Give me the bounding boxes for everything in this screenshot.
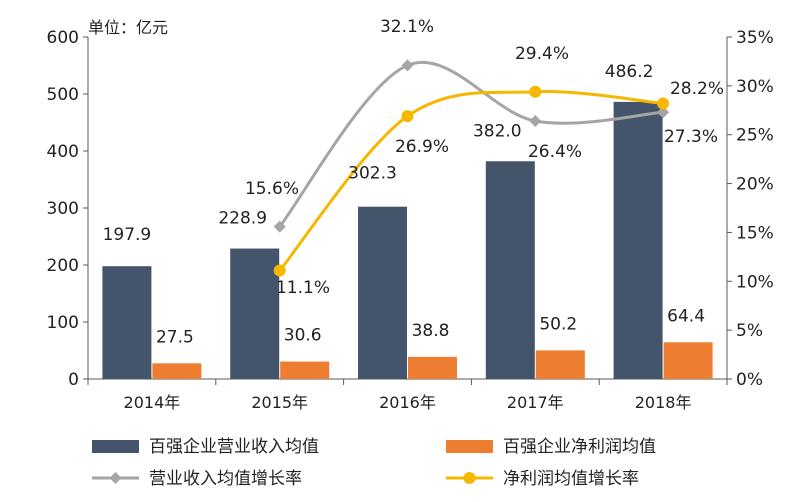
bar-profit <box>535 350 585 379</box>
legend-revenue-swatch <box>92 440 139 453</box>
revenue-growth-marker <box>273 220 286 233</box>
bar-revenue <box>102 266 152 379</box>
x-tick-label: 2016年 <box>379 393 436 412</box>
right-tick-label: 0% <box>736 370 763 390</box>
legend-profit-growth-label: 净利润均值增长率 <box>503 469 639 489</box>
right-tick-label: 20% <box>736 175 774 195</box>
bar-profit <box>408 356 457 379</box>
profit-growth-marker <box>529 85 542 98</box>
profit-growth-label: 11.1% <box>276 278 330 298</box>
revenue-growth-label: 15.6% <box>245 179 299 199</box>
right-tick-label: 5% <box>736 321 763 341</box>
revenue-value-label: 197.9 <box>103 225 152 245</box>
bar-profit <box>280 361 330 379</box>
x-tick-label: 2017年 <box>507 393 564 412</box>
left-tick-label: 0 <box>68 370 79 390</box>
profit-growth-marker <box>401 110 414 123</box>
x-tick-label: 2018年 <box>635 393 692 412</box>
left-tick-label: 300 <box>47 199 79 219</box>
profit-value-label: 27.5 <box>156 327 194 347</box>
bar-revenue <box>358 206 407 379</box>
profit-value-label: 30.6 <box>284 326 322 346</box>
right-tick-label: 30% <box>736 77 774 97</box>
left-tick-label: 400 <box>47 142 79 162</box>
revenue-value-label: 228.9 <box>218 209 267 229</box>
profit-growth-label: 28.2% <box>670 79 724 99</box>
revenue-growth-label: 26.4% <box>528 142 582 162</box>
unit-label: 单位：亿元 <box>88 18 168 37</box>
right-tick-label: 25% <box>736 126 774 146</box>
right-tick-label: 10% <box>736 272 774 292</box>
x-tick-label: 2015年 <box>251 393 308 412</box>
left-tick-label: 200 <box>47 256 79 276</box>
revenue-growth-marker <box>529 115 542 128</box>
axes: 0 100 200 300 400 500 600 0% 5% 10% 15% 20% 25% 30% 35… <box>47 28 774 412</box>
revenue-growth-marker <box>401 59 414 72</box>
profit-growth-marker <box>657 97 670 110</box>
legend-profit-growth-marker <box>463 472 476 484</box>
profit-growth-label: 29.4% <box>515 44 569 64</box>
revenue-growth-label: 27.3% <box>664 127 718 147</box>
legend-revenue-growth-marker <box>109 472 122 484</box>
profit-growth-marker <box>273 264 286 277</box>
revenue-growth-line <box>278 61 664 228</box>
bar-profit <box>663 342 713 379</box>
left-tick-label: 100 <box>47 313 79 333</box>
revenue-growth-marker <box>657 106 670 119</box>
x-tick-label: 2014年 <box>124 393 181 412</box>
lines <box>273 59 670 277</box>
revenue-growth-label: 32.1% <box>380 17 434 37</box>
data-labels: 197.9 228.9 302.3 382.0 486.2 27.5 30.6 38.8 50.… <box>103 17 724 347</box>
legend-profit-label: 百强企业净利润均值 <box>503 437 656 457</box>
bar-revenue <box>230 248 280 379</box>
bars <box>102 101 713 379</box>
profit-value-label: 38.8 <box>412 321 450 341</box>
left-tick-label: 500 <box>47 85 79 105</box>
bar-revenue <box>613 101 663 379</box>
legend-revenue-growth-label: 营业收入均值增长率 <box>149 469 302 489</box>
legend-revenue-label: 百强企业营业收入均值 <box>149 437 319 457</box>
right-tick-label: 35% <box>736 28 774 48</box>
profit-growth-label: 26.9% <box>395 137 449 157</box>
profit-growth-line <box>278 89 664 272</box>
bar-profit <box>152 363 202 379</box>
profit-value-label: 64.4 <box>667 306 705 326</box>
revenue-value-label: 382.0 <box>473 121 522 141</box>
revenue-value-label: 486.2 <box>605 62 654 82</box>
right-tick-label: 15% <box>736 223 774 243</box>
left-tick-label: 600 <box>47 28 79 48</box>
profit-value-label: 50.2 <box>539 314 577 334</box>
bar-revenue <box>485 161 535 379</box>
legend-profit-swatch <box>446 440 493 453</box>
revenue-value-label: 302.3 <box>348 164 397 184</box>
